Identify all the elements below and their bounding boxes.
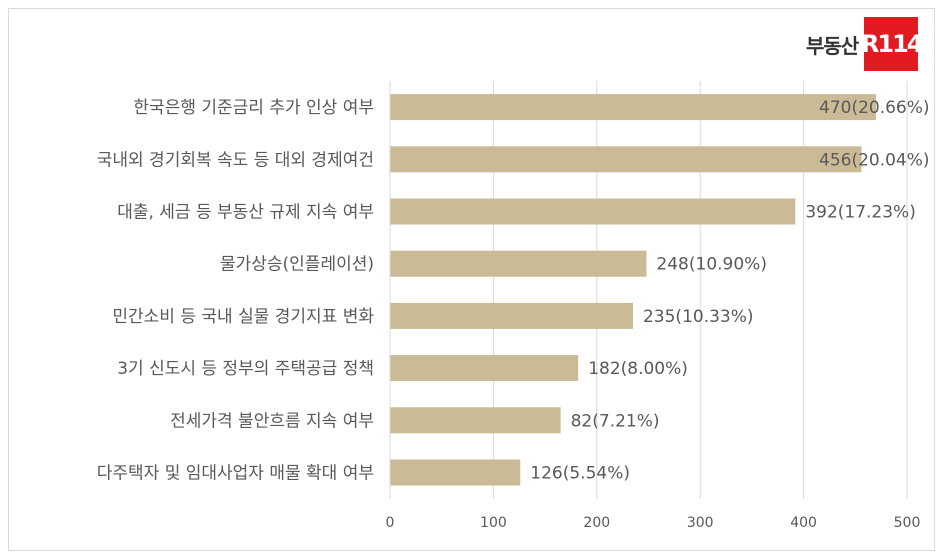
category-label: 전세가격 불안흐름 지속 여부 bbox=[170, 411, 374, 431]
category-label: 물가상승(인플레이션) bbox=[220, 255, 374, 275]
bar bbox=[390, 355, 579, 382]
x-tick-label: 300 bbox=[687, 515, 714, 531]
data-label: 456(20.04%) bbox=[819, 150, 930, 170]
bar bbox=[390, 302, 633, 329]
data-label: 235(10.33%) bbox=[643, 307, 754, 327]
logo-badge: R114 bbox=[861, 17, 924, 71]
bar bbox=[390, 459, 521, 486]
bar bbox=[390, 146, 862, 173]
category-label: 국내외 경기회복 속도 등 대외 경제여건 bbox=[97, 150, 374, 170]
x-tick-label: 400 bbox=[790, 515, 817, 531]
data-label: 392(17.23%) bbox=[805, 203, 916, 223]
x-tick-label: 0 bbox=[386, 515, 395, 531]
category-label: 민간소비 등 국내 실물 경기지표 변화 bbox=[112, 307, 374, 327]
r114-logo: 부동산 R114 bbox=[806, 17, 924, 71]
data-label: 182(8.00%) bbox=[588, 359, 688, 379]
category-label: 대출, 세금 등 부동산 규제 지속 여부 bbox=[117, 203, 374, 223]
data-label: 248(10.90%) bbox=[656, 255, 767, 275]
data-label: 470(20.66%) bbox=[819, 98, 930, 118]
category-label: 한국은행 기준금리 추가 인상 여부 bbox=[133, 98, 374, 118]
logo-text: 부동산 bbox=[806, 33, 859, 58]
x-tick-label: 200 bbox=[583, 515, 610, 531]
category-label: 3기 신도시 등 정부의 주택공급 정책 bbox=[117, 359, 374, 379]
bar bbox=[390, 198, 796, 225]
category-label: 다주택자 및 임대사업자 매물 확대 여부 bbox=[97, 464, 374, 484]
x-tick-label: 500 bbox=[894, 515, 921, 531]
data-label: 82(7.21%) bbox=[571, 411, 660, 431]
bar bbox=[390, 250, 647, 277]
bar bbox=[390, 94, 876, 121]
x-tick-label: 100 bbox=[480, 515, 507, 531]
data-label: 126(5.54%) bbox=[530, 464, 630, 484]
bar bbox=[390, 407, 561, 434]
